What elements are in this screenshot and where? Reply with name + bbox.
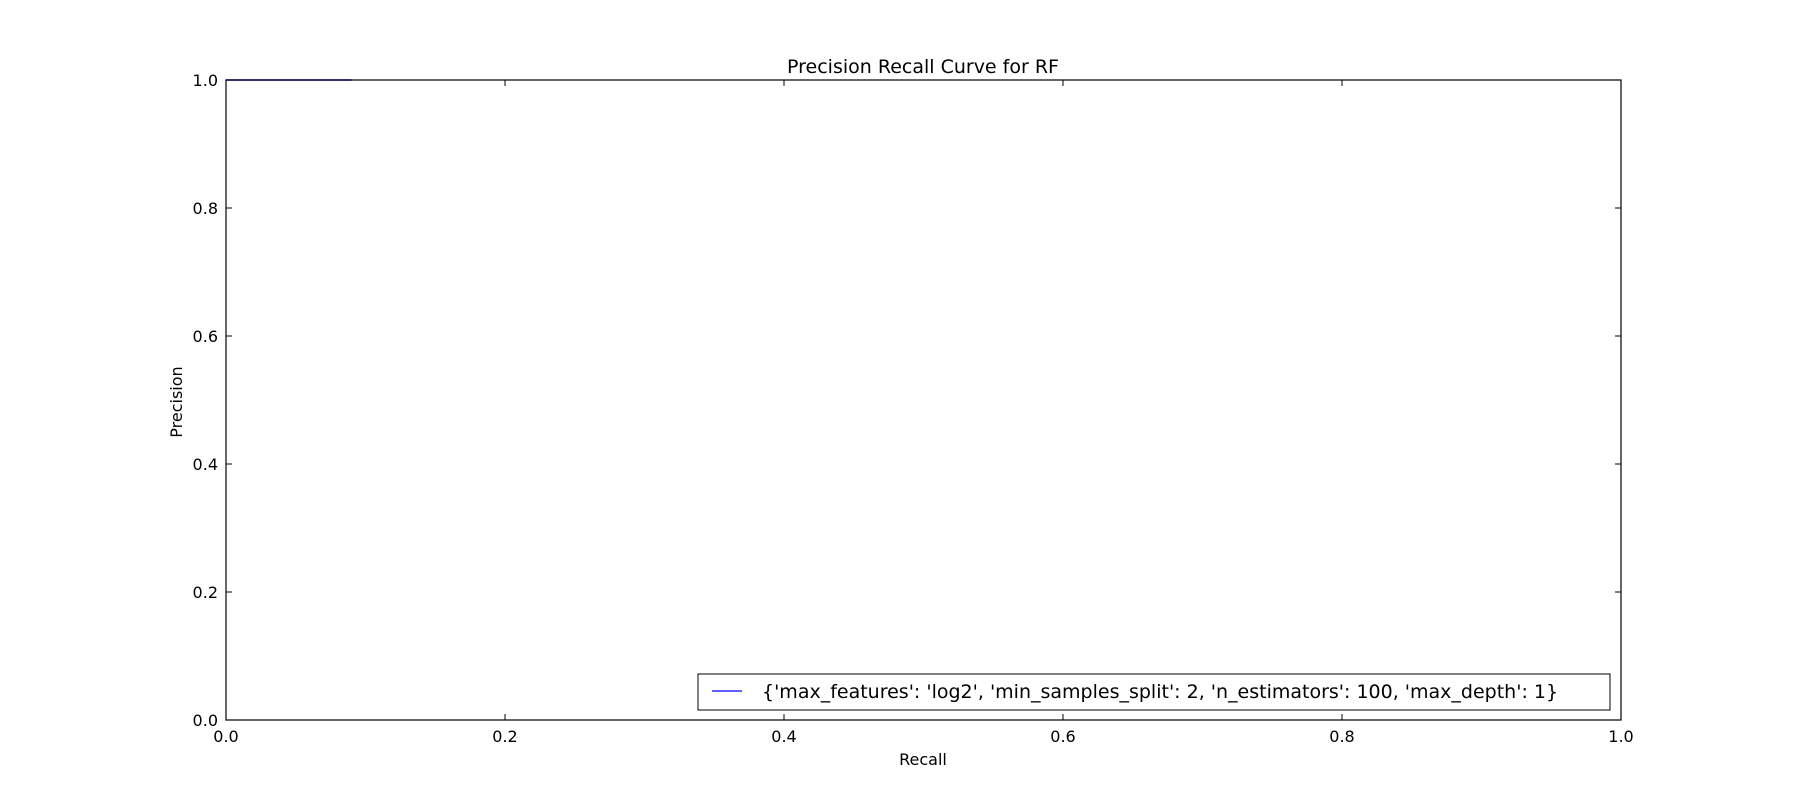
y-axis-ticks: 0.0 0.2 0.4 0.6 0.8 1.0 [193,71,1621,730]
y-tick-label: 0.8 [193,199,218,218]
x-tick-label: 0.0 [213,727,238,746]
plot-background [226,80,1621,720]
y-tick-label: 0.4 [193,455,218,474]
y-axis-label: Precision [167,366,186,437]
x-axis-label: Recall [899,750,947,769]
legend-box [697,673,1611,711]
y-tick-label: 0.2 [193,583,218,602]
y-tick-label: 0.0 [193,711,218,730]
x-tick-label: 1.0 [1608,727,1633,746]
plot-frame [225,79,1622,721]
y-tick-label: 1.0 [193,71,218,90]
legend: {'max_features': 'log2', 'min_samples_sp… [697,673,1611,711]
legend-label-series-1: {'max_features': 'log2', 'min_samples_sp… [762,681,1558,703]
x-tick-label: 0.6 [1050,727,1075,746]
chart-title: Precision Recall Curve for RF [787,56,1059,78]
x-tick-label: 0.4 [771,727,796,746]
plot-area: 0.0 0.2 0.4 0.6 0.8 1.0 0.0 0.2 0.4 0.6 0.8 1.0 [193,71,1634,746]
y-tick-label: 0.6 [193,327,218,346]
x-tick-label: 0.2 [492,727,517,746]
x-tick-label: 0.8 [1329,727,1354,746]
